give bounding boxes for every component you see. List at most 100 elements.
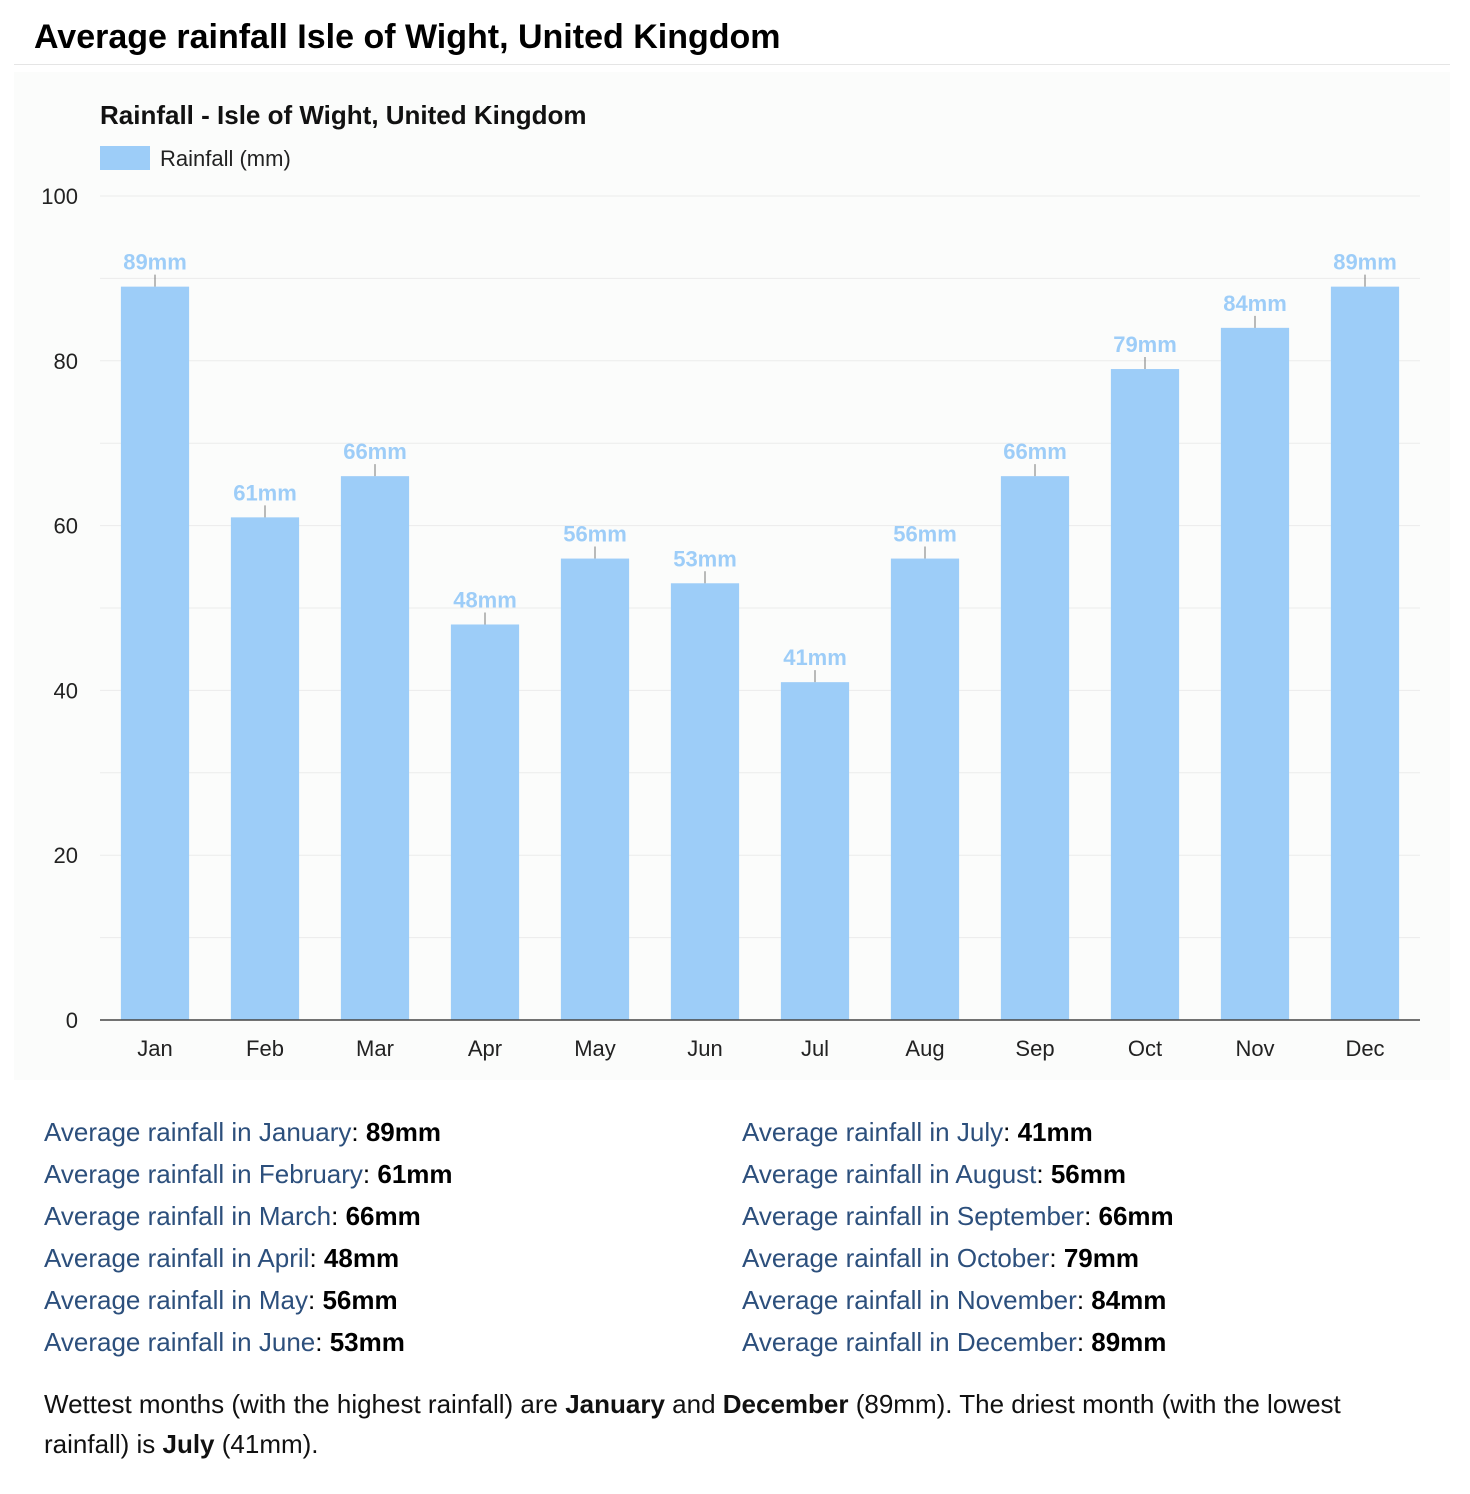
stat-month-link[interactable]: Average rainfall in January (44, 1117, 352, 1147)
stat-separator: : (1036, 1159, 1051, 1189)
y-axis-ticks: 0 20 40 60 80 100 (41, 184, 78, 1033)
summary-part: (89mm). The driest month (with the lowes… (44, 1389, 1341, 1459)
bar-feb (230, 517, 300, 1020)
bar-nov (1220, 327, 1290, 1021)
stat-separator: : (309, 1243, 324, 1273)
bar-jan (120, 286, 190, 1020)
bar-mar (340, 476, 410, 1020)
stat-row: Average rainfall in August: 56mm (742, 1156, 1422, 1198)
bar-dec (1330, 286, 1400, 1020)
stat-row: Average rainfall in June: 53mm (44, 1324, 724, 1366)
bar-may (560, 558, 630, 1020)
stat-row: Average rainfall in May: 56mm (44, 1282, 724, 1324)
summary-text: Wettest months (with the highest rainfal… (44, 1384, 1424, 1464)
data-label: 89mm (123, 250, 187, 275)
stat-separator: : (315, 1327, 330, 1357)
stat-month-link[interactable]: Average rainfall in October (742, 1243, 1050, 1273)
stat-value: 79mm (1063, 1243, 1139, 1273)
y-tick-label: 40 (54, 678, 78, 703)
y-tick-label: 0 (66, 1008, 78, 1033)
x-tick-label: Aug (905, 1036, 944, 1061)
bar-apr (450, 624, 520, 1020)
x-tick-label: Jun (687, 1036, 722, 1061)
stat-separator: : (1084, 1201, 1099, 1231)
bar-jul (780, 682, 850, 1020)
stat-value: 56mm (322, 1285, 398, 1315)
rainfall-chart: Rainfall - Isle of Wight, United Kingdom… (14, 72, 1450, 1080)
stat-row: Average rainfall in April: 48mm (44, 1240, 724, 1282)
stat-month-link[interactable]: Average rainfall in May (44, 1285, 308, 1315)
stat-month-link[interactable]: Average rainfall in March (44, 1201, 332, 1231)
stat-separator: : (1003, 1117, 1018, 1147)
stat-value: 53mm (329, 1327, 405, 1357)
chart-svg: Rainfall - Isle of Wight, United Kingdom… (41, 100, 1420, 1061)
stat-row: Average rainfall in January: 89mm (44, 1114, 724, 1156)
legend-swatch (100, 146, 150, 170)
stats-column-right: Average rainfall in July: 41mm Average ra… (742, 1114, 1422, 1366)
summary-part: (41mm). (214, 1429, 319, 1459)
stat-month-link[interactable]: Average rainfall in April (44, 1243, 310, 1273)
stat-month-link[interactable]: Average rainfall in June (44, 1327, 316, 1357)
stat-value: 41mm (1017, 1117, 1093, 1147)
x-tick-label: Feb (246, 1036, 284, 1061)
data-label: 48mm (453, 587, 517, 612)
data-label: 66mm (1003, 439, 1067, 464)
stat-separator: : (1076, 1327, 1092, 1357)
bars: 89mm 61mm 66mm 48mm 56mm 53mm 41mm 56mm 66mm 79mm… (120, 250, 1400, 1021)
data-label: 53mm (673, 546, 737, 571)
stat-month-link[interactable]: Average rainfall in February (44, 1159, 363, 1189)
stat-separator: : (1076, 1285, 1092, 1315)
stat-month-link[interactable]: Average rainfall in December (742, 1327, 1077, 1357)
stat-row: Average rainfall in February: 61mm (44, 1156, 724, 1198)
stat-month-link[interactable]: Average rainfall in July (742, 1117, 1004, 1147)
wettest-month-1: January (565, 1389, 665, 1419)
summary-part: and (664, 1389, 723, 1419)
bar-jun (670, 583, 740, 1020)
summary-part: Wettest months (with the highest rainfal… (44, 1389, 566, 1419)
chart-title: Rainfall - Isle of Wight, United Kingdom (100, 100, 587, 130)
x-tick-label: Nov (1235, 1036, 1274, 1061)
stat-month-link[interactable]: Average rainfall in August (742, 1159, 1037, 1189)
x-tick-label: Jan (137, 1036, 172, 1061)
stat-row: Average rainfall in December: 89mm (742, 1324, 1422, 1366)
stat-value: 48mm (323, 1243, 400, 1273)
x-tick-label: Apr (468, 1036, 502, 1061)
title-divider (14, 64, 1450, 65)
stat-value: 61mm (377, 1159, 453, 1189)
stat-separator: : (1049, 1243, 1064, 1273)
data-label: 56mm (563, 522, 627, 547)
data-label: 56mm (893, 522, 957, 547)
stat-month-link[interactable]: Average rainfall in November (742, 1285, 1077, 1315)
grid-lines (100, 195, 1420, 939)
x-tick-label: Jul (801, 1036, 829, 1061)
wettest-month-2: December (722, 1389, 849, 1419)
x-tick-label: May (574, 1036, 616, 1061)
stat-separator: : (331, 1201, 346, 1231)
bar-oct (1110, 369, 1180, 1020)
stat-separator: : (351, 1117, 366, 1147)
bar-aug (890, 558, 960, 1020)
x-axis-ticks: Jan Feb Mar Apr May Jun Jul Aug Sep Oct Nov Dec (137, 1036, 1384, 1061)
stat-separator: : (308, 1285, 323, 1315)
stat-value: 66mm (1098, 1201, 1174, 1231)
stat-value: 89mm (365, 1117, 441, 1147)
page-title: Average rainfall Isle of Wight, United K… (34, 18, 781, 56)
data-label: 61mm (233, 480, 297, 505)
data-label: 79mm (1113, 332, 1177, 357)
stats-column-left: Average rainfall in January: 89mm Average… (44, 1114, 724, 1366)
stat-row: Average rainfall in November: 84mm (742, 1282, 1422, 1324)
stat-row: Average rainfall in September: 66mm (742, 1198, 1422, 1240)
data-label: 41mm (783, 645, 847, 670)
y-tick-label: 60 (54, 514, 78, 539)
stat-row: Average rainfall in October: 79mm (742, 1240, 1422, 1282)
x-tick-label: Mar (356, 1036, 394, 1061)
bar-sep (1000, 476, 1070, 1020)
legend-label: Rainfall (mm) (160, 146, 291, 171)
stat-value: 89mm (1091, 1327, 1167, 1357)
stat-row: Average rainfall in July: 41mm (742, 1114, 1422, 1156)
data-label: 89mm (1333, 250, 1397, 275)
stat-row: Average rainfall in March: 66mm (44, 1198, 724, 1240)
stat-month-link[interactable]: Average rainfall in September (742, 1201, 1085, 1231)
y-tick-label: 80 (54, 349, 78, 374)
driest-month: July (162, 1429, 215, 1459)
